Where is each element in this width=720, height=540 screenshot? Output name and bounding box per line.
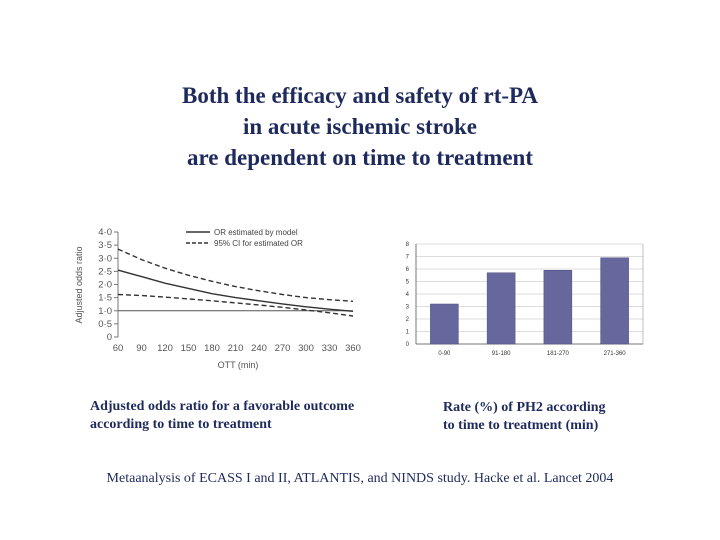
left-caption-line-2: according to time to treatment <box>90 417 272 432</box>
x-tick-label: 90 <box>136 343 147 354</box>
x-tick-label: 91-180 <box>492 351 511 357</box>
y-tick-label: 0 <box>406 342 410 348</box>
y-tick-label: 1 <box>406 330 410 336</box>
y-tick-label: 4 <box>406 292 410 298</box>
x-tick-label: 181-270 <box>547 351 570 357</box>
x-tick-label: 300 <box>298 343 314 354</box>
odds-ratio-line-chart: 0 0·5 1·0 1·5 2·0 2·5 3·0 3·5 4·0 60 90 120 150 180 2… <box>74 227 361 370</box>
x-tick-label: 270 <box>275 343 291 354</box>
y-tick-label: 2·0 <box>98 280 112 291</box>
bar <box>430 303 459 345</box>
ci-dashed-line <box>117 248 354 302</box>
x-tick-label: 271-360 <box>604 351 627 357</box>
ci-dashed-line <box>117 293 354 317</box>
y-tick-label: 0·5 <box>98 319 112 330</box>
y-axis-label: Adjusted odds ratio <box>74 246 84 323</box>
y-tick-label: 0 <box>107 332 112 343</box>
bar <box>486 272 516 345</box>
left-chart-caption: Adjusted odds ratio for a favorable outc… <box>90 398 354 434</box>
x-tick-label: 210 <box>228 343 244 354</box>
x-tick-label: 120 <box>157 343 173 354</box>
left-caption-line-1: Adjusted odds ratio for a favorable outc… <box>90 399 355 414</box>
or-model-line <box>117 269 354 312</box>
ph2-rate-bar-chart: 0 1 2 3 4 5 6 7 8 0-90 91-180 181-270 271-360 <box>406 242 644 357</box>
right-chart-caption: Rate (%) of PH2 according to time to tre… <box>443 399 606 435</box>
bar <box>543 270 573 345</box>
x-tick-label: 150 <box>181 343 197 354</box>
y-tick-label: 1·0 <box>98 306 112 317</box>
x-tick-label: 330 <box>322 343 338 354</box>
x-tick-label: 0-90 <box>438 351 451 357</box>
right-caption-line-1: Rate (%) of PH2 according <box>443 400 606 415</box>
x-tick-label: 60 <box>113 343 124 354</box>
title-line-3: are dependent on time to treatment <box>187 145 533 170</box>
x-tick-label: 360 <box>345 343 361 354</box>
y-tick-label: 5 <box>406 280 410 286</box>
y-tick-label: 7 <box>406 255 410 261</box>
y-tick-label: 2·5 <box>98 266 112 277</box>
y-tick-label: 8 <box>406 242 410 248</box>
x-tick-label: 180 <box>204 343 220 354</box>
y-tick-label: 2 <box>406 317 410 323</box>
x-axis-label: OTT (min) <box>218 360 259 370</box>
right-caption-line-2: to time to treatment (min) <box>443 418 599 433</box>
slide-title: Both the efficacy and safety of rt-PA in… <box>0 80 720 173</box>
y-tick-label: 3·5 <box>98 240 112 251</box>
legend-label-ci: 95% CI for estimated OR <box>214 239 303 248</box>
source-footer: Metaanalysis of ECASS I and II, ATLANTIS… <box>106 471 614 486</box>
x-tick-label: 240 <box>251 343 267 354</box>
y-tick-label: 4·0 <box>98 227 112 238</box>
y-tick-label: 6 <box>406 267 410 273</box>
y-tick-label: 1·5 <box>98 293 112 304</box>
y-tick-label: 3·0 <box>98 253 112 264</box>
y-tick-label: 3 <box>406 305 410 311</box>
title-line-1: Both the efficacy and safety of rt-PA <box>182 83 538 108</box>
title-line-2: in acute ischemic stroke <box>242 114 477 139</box>
bar <box>600 257 629 345</box>
legend-label-model: OR estimated by model <box>214 228 298 237</box>
